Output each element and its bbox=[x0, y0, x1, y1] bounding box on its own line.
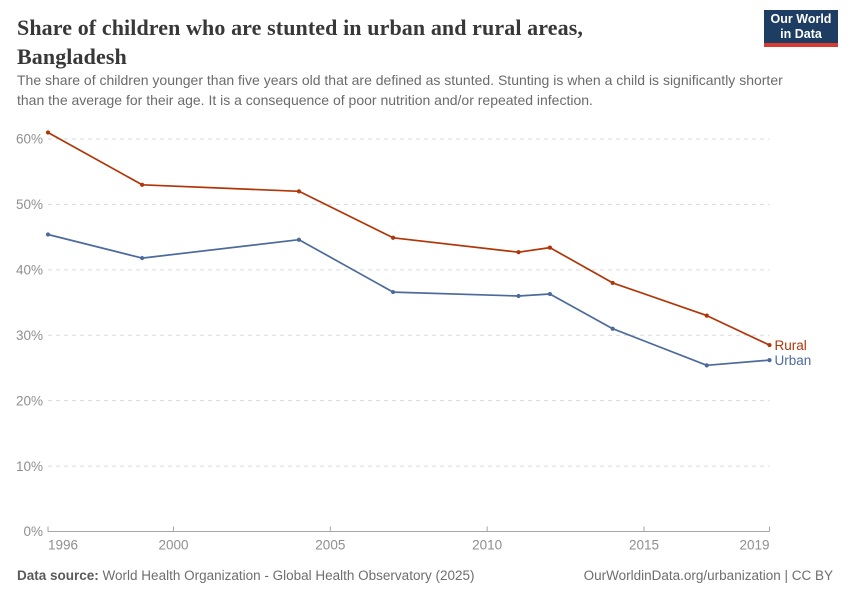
series-point-rural-1996[interactable] bbox=[45, 130, 51, 135]
logo-line1: Our World bbox=[770, 11, 832, 26]
series-point-rural-2012[interactable] bbox=[547, 245, 553, 250]
series-point-rural-2019[interactable] bbox=[767, 342, 772, 348]
series-point-urban-1996[interactable] bbox=[45, 232, 51, 237]
logo-line2: in Data bbox=[780, 26, 822, 41]
series-point-urban-2012[interactable] bbox=[547, 291, 553, 297]
y-tick-label-30: 30% bbox=[16, 328, 43, 343]
series-point-rural-2007[interactable] bbox=[390, 235, 396, 240]
series-point-urban-2004[interactable] bbox=[296, 237, 302, 242]
series-point-rural-1999[interactable] bbox=[140, 182, 145, 187]
y-tick-label-10: 10% bbox=[16, 459, 43, 474]
series-point-rural-2017[interactable] bbox=[704, 313, 709, 318]
data-source: Data source: World Health Organization -… bbox=[17, 568, 474, 583]
series-point-urban-2017[interactable] bbox=[704, 363, 709, 368]
series-point-rural-2014[interactable] bbox=[610, 280, 615, 286]
series-point-rural-2011[interactable] bbox=[516, 250, 521, 255]
y-tick-label-60: 60% bbox=[16, 132, 43, 147]
data-source-value: World Health Organization - Global Healt… bbox=[102, 568, 475, 583]
x-tick-label-1996: 1996 bbox=[48, 538, 78, 553]
y-tick-label-40: 40% bbox=[16, 263, 43, 278]
series-label-rural[interactable]: Rural bbox=[775, 338, 807, 353]
series-point-urban-2019[interactable] bbox=[767, 358, 772, 363]
chart-subtitle: The share of children younger than five … bbox=[17, 72, 783, 108]
series-point-urban-2011[interactable] bbox=[516, 293, 521, 299]
series-point-urban-2007[interactable] bbox=[390, 289, 396, 295]
owid-logo[interactable]: Our World in Data bbox=[764, 10, 838, 47]
y-tick-label-0: 0% bbox=[23, 524, 43, 539]
x-tick-label-2000: 2000 bbox=[158, 538, 188, 553]
data-source-label: Data source: bbox=[17, 568, 99, 583]
y-tick-label-20: 20% bbox=[16, 393, 43, 408]
series-point-urban-1999[interactable] bbox=[140, 255, 145, 261]
chart-footer: Data source: World Health Organization -… bbox=[17, 568, 833, 583]
series-label-urban[interactable]: Urban bbox=[775, 353, 812, 368]
series-point-rural-2004[interactable] bbox=[296, 189, 302, 194]
x-tick-label-2005: 2005 bbox=[315, 538, 345, 553]
y-tick-label-50: 50% bbox=[16, 197, 43, 212]
page-title: Share of children who are stunted in urb… bbox=[17, 15, 583, 69]
series-point-urban-2014[interactable] bbox=[610, 326, 615, 331]
x-tick-label-2015: 2015 bbox=[629, 538, 659, 553]
footer-link[interactable]: OurWorldinData.org/urbanization | CC BY bbox=[583, 568, 833, 583]
x-tick-label-2019: 2019 bbox=[739, 538, 769, 553]
x-tick-label-2010: 2010 bbox=[472, 538, 502, 553]
series-line-rural[interactable] bbox=[47, 131, 771, 346]
